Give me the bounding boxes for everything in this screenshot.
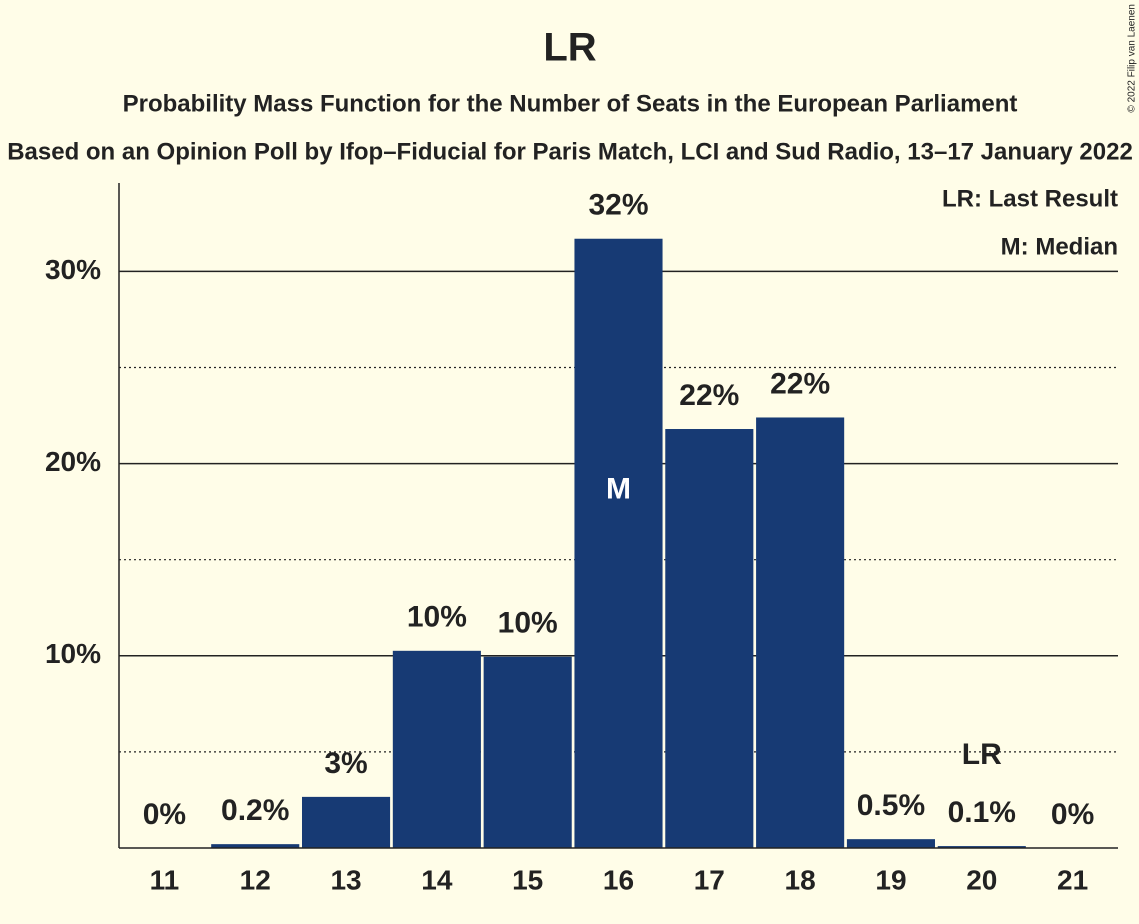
annotation: LR bbox=[962, 738, 1002, 771]
value-label: 10% bbox=[407, 601, 467, 634]
value-label: 0% bbox=[143, 798, 186, 831]
x-tick-label: 15 bbox=[512, 864, 543, 895]
bar bbox=[937, 846, 1026, 848]
y-tick-label: 20% bbox=[45, 446, 101, 477]
x-tick-label: 21 bbox=[1057, 864, 1088, 895]
x-tick-label: 13 bbox=[330, 864, 361, 895]
chart-subtitle: Probability Mass Function for the Number… bbox=[123, 90, 1018, 117]
x-tick-label: 18 bbox=[785, 864, 816, 895]
bar bbox=[574, 238, 663, 848]
x-tick-label: 20 bbox=[966, 864, 997, 895]
legend-entry: M: Median bbox=[1001, 233, 1118, 260]
x-tick-label: 12 bbox=[240, 864, 271, 895]
legend-entry: LR: Last Result bbox=[942, 185, 1118, 212]
bar bbox=[301, 796, 391, 848]
bar bbox=[665, 429, 754, 848]
x-tick-label: 16 bbox=[603, 864, 634, 895]
copyright: © 2022 Filip van Laenen bbox=[1127, 4, 1138, 113]
y-tick-label: 30% bbox=[45, 254, 101, 285]
value-label: 10% bbox=[498, 607, 558, 640]
value-label: 0.2% bbox=[221, 794, 289, 827]
value-label: 0.1% bbox=[948, 796, 1016, 829]
value-label: 22% bbox=[679, 379, 739, 412]
chart-title: LR bbox=[543, 26, 596, 70]
value-label: 3% bbox=[324, 747, 367, 780]
value-label: 32% bbox=[588, 189, 648, 222]
y-tick-label: 10% bbox=[45, 638, 101, 669]
bar bbox=[483, 656, 572, 848]
x-tick-label: 17 bbox=[694, 864, 725, 895]
x-tick-label: 14 bbox=[421, 864, 453, 895]
value-label: 22% bbox=[770, 367, 830, 400]
bar bbox=[846, 839, 936, 848]
annotation: M bbox=[606, 472, 631, 505]
bar bbox=[392, 650, 481, 848]
value-label: 0% bbox=[1051, 798, 1094, 831]
bar bbox=[756, 417, 845, 848]
value-label: 0.5% bbox=[857, 789, 925, 822]
x-tick-label: 11 bbox=[150, 864, 180, 895]
bar bbox=[211, 844, 300, 848]
chart-subtitle: Based on an Opinion Poll by Ifop–Fiducia… bbox=[7, 138, 1133, 165]
x-tick-label: 19 bbox=[875, 864, 906, 895]
